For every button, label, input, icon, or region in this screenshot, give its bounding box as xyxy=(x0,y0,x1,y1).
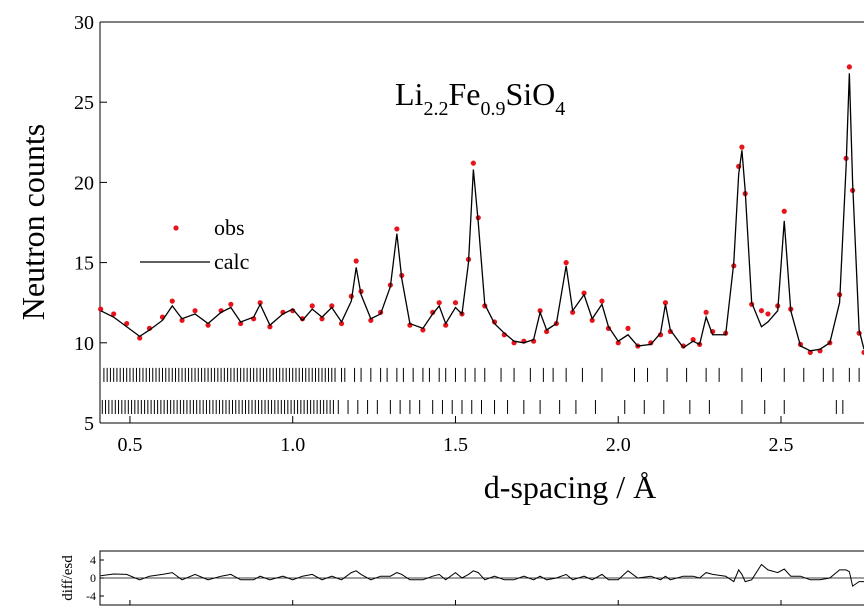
obs-point xyxy=(781,208,787,214)
obs-point xyxy=(192,308,198,314)
obs-point xyxy=(452,300,459,306)
obs-point xyxy=(137,335,143,341)
y-tick-label: 15 xyxy=(74,253,94,275)
legend-label: obs xyxy=(214,215,245,240)
obs-point xyxy=(625,325,631,331)
x-axis-label: d-spacing / Å xyxy=(484,469,656,505)
title-part: Fe xyxy=(448,76,480,112)
obs-point xyxy=(338,320,345,327)
y-tick-label: 25 xyxy=(74,92,94,114)
title-part: Li xyxy=(395,76,424,112)
x-tick-label: 2.5 xyxy=(768,434,793,456)
obs-point xyxy=(124,320,130,327)
obs-point xyxy=(589,317,595,323)
obs-point xyxy=(599,298,605,304)
obs-point xyxy=(257,300,263,306)
obs-point xyxy=(846,64,852,70)
obs-point xyxy=(667,328,673,335)
obs-point xyxy=(98,306,104,312)
x-tick-label: 0.5 xyxy=(117,434,142,456)
obs-point xyxy=(690,336,696,343)
y-tick-label: 20 xyxy=(74,172,94,194)
x-tick-label: 2.0 xyxy=(606,434,631,456)
chart-title: Li2.2Fe0.9SiO4 xyxy=(395,76,565,120)
obs-point xyxy=(443,322,449,328)
obs-point xyxy=(111,311,117,317)
obs-point xyxy=(657,332,664,338)
diff-y-axis-label: diff/esd xyxy=(60,555,76,601)
obs-point xyxy=(299,316,306,322)
obs-point xyxy=(758,308,765,314)
obs-point xyxy=(765,311,771,317)
title-subscript: 2.2 xyxy=(423,98,448,120)
x-tick-label: 1.5 xyxy=(443,434,468,456)
obs-point xyxy=(615,340,621,346)
obs-point xyxy=(703,309,709,315)
obs-point xyxy=(228,301,234,307)
obs-point xyxy=(470,160,476,166)
title-subscript: 4 xyxy=(555,98,565,120)
diff-line xyxy=(100,563,864,587)
obs-point xyxy=(267,324,273,330)
obs-point xyxy=(430,309,436,315)
obs-point xyxy=(436,300,442,306)
title-subscript: 0.9 xyxy=(480,98,505,120)
title-part: SiO xyxy=(505,76,555,112)
legend-label: calc xyxy=(214,249,250,274)
legend-swatch xyxy=(173,225,179,231)
obs-point xyxy=(420,327,426,333)
obs-point xyxy=(319,316,325,322)
obs-point xyxy=(309,303,315,309)
obs-point xyxy=(563,260,569,266)
obs-point xyxy=(394,226,400,232)
x-tick-label: 1.0 xyxy=(280,434,305,456)
obs-point xyxy=(169,298,175,304)
obs-point xyxy=(238,320,244,327)
y-tick-label: 10 xyxy=(74,333,94,355)
obs-point xyxy=(368,317,374,323)
y-tick-label: 5 xyxy=(84,413,94,435)
calc-line xyxy=(100,73,864,352)
obs-point xyxy=(544,328,550,335)
diff-y-tick-label: 4 xyxy=(90,553,96,567)
obs-point xyxy=(353,258,359,264)
obs-point xyxy=(861,349,864,356)
obs-point xyxy=(179,317,185,323)
diff-y-tick-label: -4 xyxy=(86,589,96,603)
obs-point xyxy=(570,309,576,315)
obs-point xyxy=(581,290,587,296)
y-tick-label: 30 xyxy=(74,12,94,34)
obs-point xyxy=(205,322,211,328)
obs-point xyxy=(739,144,745,150)
diff-y-tick-label: 0 xyxy=(90,571,96,585)
obs-point xyxy=(662,300,669,306)
y-axis-label: Neutron counts xyxy=(15,124,51,320)
obs-point xyxy=(329,303,335,309)
